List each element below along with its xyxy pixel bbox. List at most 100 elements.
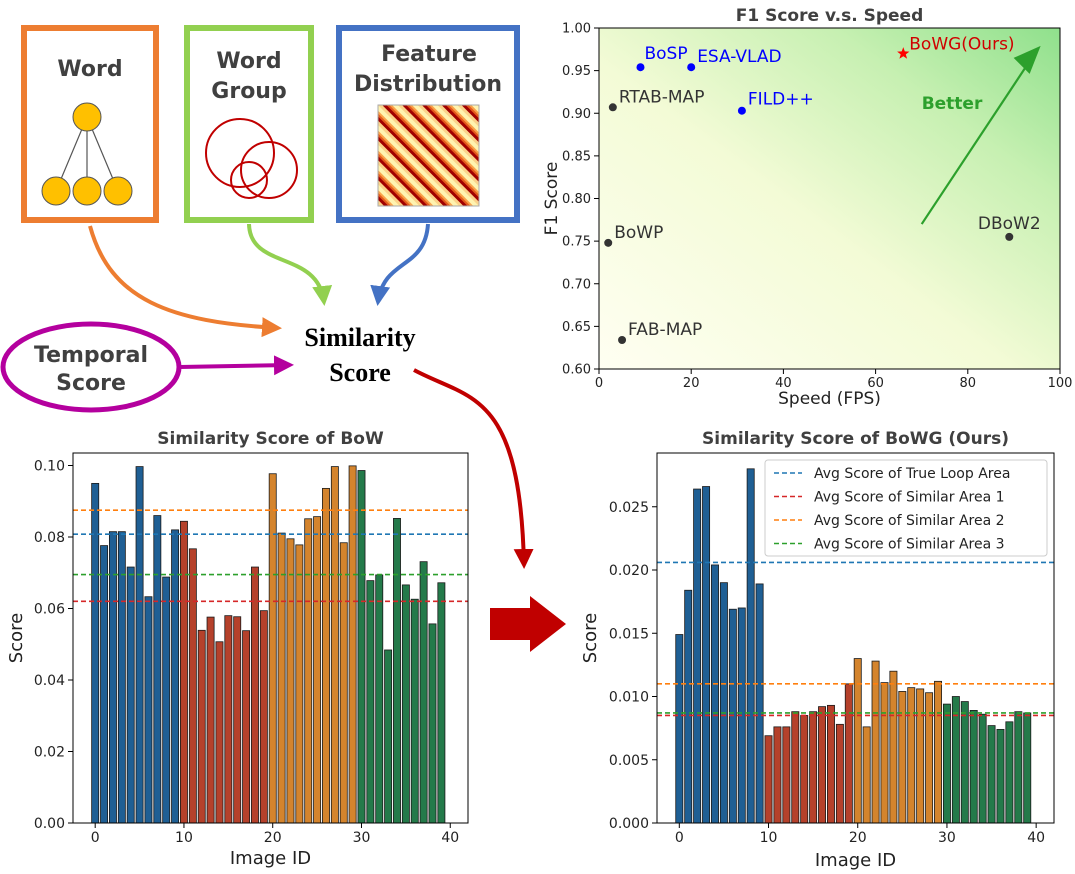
chart-bow: Similarity Score of BoW 0 10 20 30 40 0.00 0.02… bbox=[6, 429, 469, 869]
scatter-xlabel: Speed (FPS) bbox=[778, 389, 881, 409]
bar-xlabel: Image ID bbox=[815, 850, 896, 871]
bar-ylabel: Score bbox=[580, 613, 601, 663]
bar-xtick-label: 10 bbox=[175, 830, 193, 846]
bar bbox=[330, 466, 339, 824]
scatter-point-label: DBoW2 bbox=[978, 214, 1041, 234]
bar bbox=[987, 725, 996, 824]
scatter-xtick-label: 60 bbox=[867, 376, 884, 391]
bar bbox=[916, 688, 925, 824]
scatter-ytick-label: 0.85 bbox=[562, 149, 591, 164]
feature-heatmap-icon bbox=[377, 104, 480, 207]
scatter-point-label: BoSP bbox=[644, 44, 687, 64]
scatter-title: F1 Score v.s. Speed bbox=[736, 6, 923, 26]
bar bbox=[1014, 711, 1023, 824]
bar-xtick-label: 40 bbox=[1027, 830, 1045, 846]
scatter-ytick-label: 0.90 bbox=[562, 107, 591, 122]
bar bbox=[800, 715, 809, 824]
bar bbox=[835, 723, 844, 824]
bar bbox=[295, 544, 304, 824]
bar bbox=[1023, 712, 1032, 824]
bar bbox=[428, 623, 437, 824]
bar bbox=[719, 582, 728, 824]
bar bbox=[889, 670, 898, 824]
bar bbox=[862, 726, 871, 824]
scatter-ytick-label: 0.65 bbox=[562, 320, 591, 335]
bar-xtick-label: 10 bbox=[760, 830, 778, 846]
scatter-xtick-label: 100 bbox=[1048, 376, 1073, 391]
bar bbox=[233, 616, 242, 824]
feature-label-line1: Feature bbox=[381, 42, 477, 67]
bar bbox=[322, 487, 330, 824]
word-group-circles-icon bbox=[205, 118, 298, 199]
bar-xtick-label: 30 bbox=[353, 830, 371, 846]
bar bbox=[162, 576, 171, 824]
bar bbox=[242, 630, 251, 824]
bar-xtick-label: 0 bbox=[91, 830, 100, 846]
scatter-plot-area bbox=[599, 28, 1060, 369]
bar bbox=[818, 706, 827, 824]
scatter-ytick-label: 0.95 bbox=[562, 64, 591, 79]
bar-ytick-label: 0.04 bbox=[34, 673, 65, 689]
bar bbox=[108, 531, 117, 824]
legend-entry: Avg Score of Similar Area 1 bbox=[814, 490, 1005, 506]
bar bbox=[135, 466, 144, 824]
scatter-ytick-label: 0.70 bbox=[562, 277, 591, 292]
bar-ytick-label: 0.06 bbox=[34, 602, 65, 618]
bar bbox=[126, 566, 135, 824]
bar bbox=[764, 735, 773, 824]
bar bbox=[366, 580, 375, 824]
bar bbox=[180, 520, 188, 824]
word-tree-icon bbox=[41, 102, 133, 206]
bar-frame bbox=[656, 452, 1055, 824]
word-group-arrow bbox=[247, 223, 333, 306]
bar bbox=[357, 470, 366, 824]
bar bbox=[100, 545, 109, 824]
bar bbox=[898, 691, 907, 824]
bar bbox=[188, 548, 197, 824]
bar bbox=[437, 582, 446, 824]
scatter-ylabel: F1 Score bbox=[542, 162, 562, 236]
bar bbox=[782, 726, 791, 824]
bar bbox=[224, 615, 233, 824]
bar bbox=[746, 468, 755, 824]
bar bbox=[1005, 721, 1014, 824]
bar bbox=[791, 711, 800, 824]
word-arrow bbox=[88, 225, 282, 338]
bar bbox=[384, 649, 393, 824]
scatter-xtick-label: 40 bbox=[775, 376, 792, 391]
scatter-point bbox=[737, 106, 746, 115]
scatter-ytick-label: 0.60 bbox=[562, 363, 591, 378]
scatter-xtick-label: 20 bbox=[683, 376, 700, 391]
bar bbox=[969, 710, 978, 824]
chart-bowg: Similarity Score of BoWG (Ours) 0 10 20 30 40… bbox=[580, 429, 1055, 871]
bar bbox=[693, 488, 702, 824]
bar-ytick-label: 0.005 bbox=[609, 753, 649, 769]
scatter-xtick-label: 0 bbox=[595, 376, 603, 391]
bar bbox=[313, 516, 322, 824]
scatter-point-label: BoWP bbox=[614, 223, 663, 243]
feature-arrow bbox=[370, 223, 430, 306]
bar-ytick-label: 0.00 bbox=[34, 816, 65, 832]
temporal-label-line1: Temporal bbox=[34, 343, 148, 368]
bar bbox=[934, 680, 942, 824]
legend-entry: Avg Score of Similar Area 3 bbox=[814, 537, 1005, 553]
bar bbox=[809, 711, 818, 824]
bar bbox=[277, 532, 286, 824]
scatter-point-label: RTAB-MAP bbox=[619, 87, 705, 107]
bar bbox=[286, 538, 295, 824]
temporal-arrow bbox=[179, 355, 294, 376]
similarity-to-bowg-arrow bbox=[413, 368, 534, 569]
bar bbox=[702, 486, 711, 824]
scatter-point bbox=[608, 103, 617, 112]
similarity-label-line2: Score bbox=[329, 358, 391, 387]
bar bbox=[259, 610, 268, 824]
bar bbox=[826, 704, 835, 824]
bar bbox=[268, 473, 277, 824]
bar-xtick-label: 40 bbox=[441, 830, 459, 846]
bar-ytick-label: 0.020 bbox=[609, 563, 649, 579]
scatter-ytick-label: 0.75 bbox=[562, 235, 591, 250]
bar-ylabel: Score bbox=[6, 613, 27, 663]
bar-ytick-label: 0.000 bbox=[609, 816, 649, 832]
feature-label-line2: Distribution bbox=[354, 72, 502, 97]
bar-ytick-label: 0.025 bbox=[609, 500, 649, 516]
